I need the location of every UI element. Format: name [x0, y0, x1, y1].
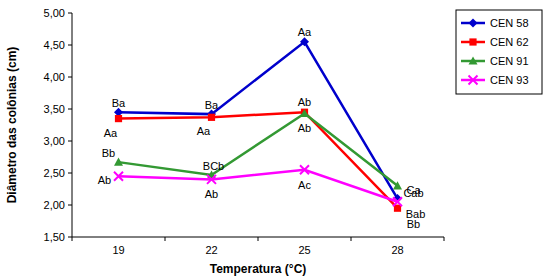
point-labels: BaBaAaCaAaAaAbBbBbBCbAbCabAbAbAcBab	[98, 26, 426, 230]
point-label: Bab	[406, 208, 426, 220]
point-label: Ba	[205, 99, 219, 111]
y-tick	[68, 13, 72, 14]
point-label: Ac	[298, 179, 311, 191]
marker	[207, 175, 216, 184]
legend-label: CEN 91	[490, 55, 529, 67]
marker	[114, 172, 123, 181]
y-tick	[68, 141, 72, 142]
x-tick	[165, 237, 166, 241]
x-tick-label: 22	[205, 244, 217, 256]
series-line	[119, 112, 398, 208]
legend: CEN 58 CEN 62 CEN 91 CEN 93	[456, 10, 542, 94]
marker	[208, 114, 215, 121]
point-label: Ab	[98, 174, 111, 186]
y-axis-title: Diâmetro das colônias (cm)	[5, 47, 19, 204]
point-label: Bb	[102, 147, 115, 159]
legend-marker	[469, 57, 478, 65]
point-label: Aa	[104, 127, 118, 139]
y-tick	[68, 237, 72, 238]
point-label: BCb	[203, 160, 224, 172]
point-label: Ab	[298, 122, 311, 134]
marker	[114, 158, 123, 166]
marker	[393, 197, 402, 206]
legend-label: CEN 58	[490, 17, 529, 29]
x-tick	[351, 237, 352, 241]
legend-marker	[469, 19, 478, 28]
y-tick-label: 5,00	[44, 7, 65, 19]
y-tick-label: 3,00	[44, 135, 65, 147]
marker	[300, 165, 309, 174]
legend-box	[456, 10, 542, 94]
y-tick-label: 2,00	[44, 199, 65, 211]
plot-marks	[114, 37, 402, 212]
point-label: Ba	[112, 97, 126, 109]
series-line	[119, 170, 398, 202]
x-tick-label: 19	[112, 244, 124, 256]
y-axis	[72, 13, 73, 237]
x-tick-label: 28	[391, 244, 403, 256]
legend-marker	[469, 76, 478, 85]
marker	[300, 109, 309, 117]
legend-label: CEN 93	[490, 74, 529, 86]
marker	[300, 37, 309, 46]
point-label: Bb	[407, 218, 420, 230]
chart: 1,50 2,00 2,50 3,00 3,50 4,00 4,50 5,00 19 22 25 28…	[0, 0, 546, 276]
y-tick-label: 3,50	[44, 103, 65, 115]
y-tick	[68, 45, 72, 46]
y-tick-label: 4,50	[44, 39, 65, 51]
point-label: Ab	[298, 96, 311, 108]
y-tick-label: 2,50	[44, 167, 65, 179]
y-tick-label: 4,00	[44, 71, 65, 83]
point-label: Aa	[298, 26, 312, 38]
y-tick	[68, 109, 72, 110]
x-tick	[444, 237, 445, 241]
marker	[393, 181, 402, 189]
x-axis-title: Temperatura (°C)	[210, 262, 307, 276]
x-tick-label: 25	[298, 244, 310, 256]
legend-marker	[469, 38, 476, 45]
y-tick-label: 1,50	[44, 231, 65, 243]
y-tick	[68, 173, 72, 174]
point-label: Cab	[403, 187, 423, 199]
point-label: Ab	[205, 188, 218, 200]
legend-label: CEN 62	[490, 36, 529, 48]
x-tick	[258, 237, 259, 241]
y-tick	[68, 205, 72, 206]
x-tick	[72, 237, 73, 241]
y-tick	[68, 77, 72, 78]
point-label: Aa	[197, 125, 211, 137]
marker	[115, 115, 122, 122]
